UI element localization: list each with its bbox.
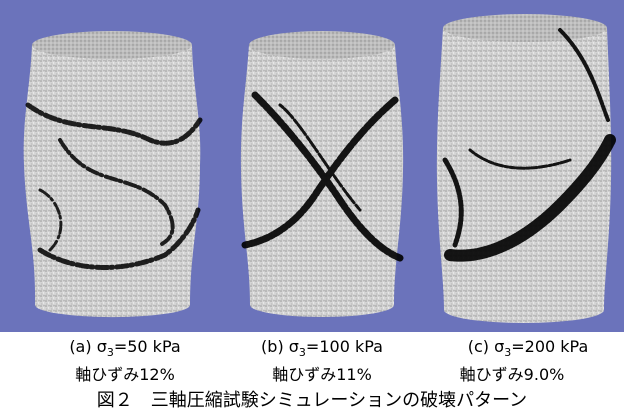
- figure-caption: 図２ 三軸圧縮試験シミュレーションの破壊パターン: [0, 386, 624, 412]
- panel-strain: 軸ひずみ12%: [25, 361, 225, 385]
- label-part: =200 kPa: [511, 337, 588, 356]
- specimen-b: [241, 31, 403, 317]
- specimen-c: [437, 14, 611, 323]
- label-part: 3: [299, 346, 306, 359]
- figure: (a) σ3=50 kPa 軸ひずみ12% (b) σ3=100 kPa 軸ひず…: [0, 0, 624, 410]
- panel-label: (a) σ3=50 kPa: [25, 337, 225, 359]
- label-part: (b) σ: [261, 337, 299, 356]
- panel-label: (c) σ3=200 kPa: [428, 337, 624, 359]
- specimen-a: [24, 31, 201, 317]
- label-part: =100 kPa: [306, 337, 383, 356]
- label-part: (c) σ: [468, 337, 505, 356]
- panel-strain: 軸ひずみ9.0%: [412, 361, 612, 385]
- panel-strain: 軸ひずみ11%: [222, 361, 422, 385]
- label-part: =50 kPa: [114, 337, 181, 356]
- label-part: 3: [107, 346, 114, 359]
- figure-image: [0, 0, 624, 332]
- panel-label: (b) σ3=100 kPa: [222, 337, 422, 359]
- label-part: (a) σ: [69, 337, 107, 356]
